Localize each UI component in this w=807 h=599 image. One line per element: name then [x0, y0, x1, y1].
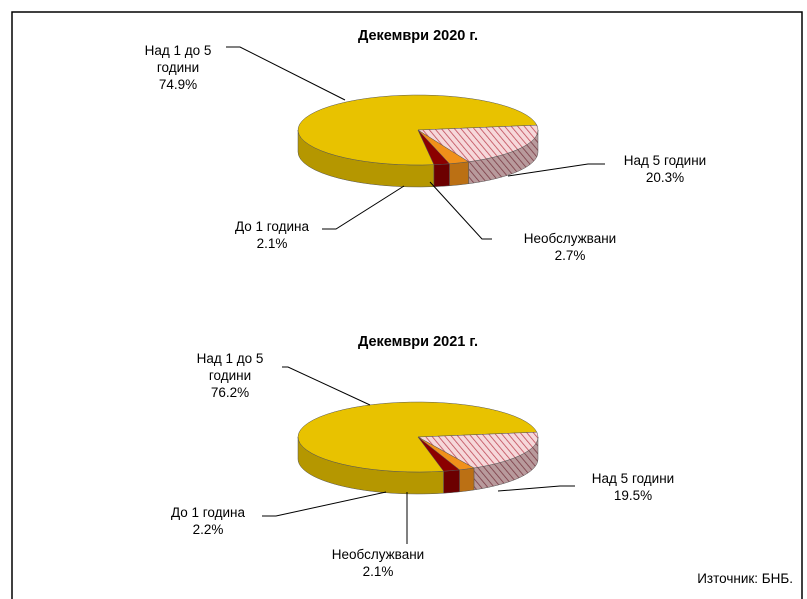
- category-label: До 1 година: [170, 505, 246, 520]
- chart-title: Декември 2020 г.: [357, 28, 479, 44]
- data-label: Необслужвани 2.7%: [505, 230, 635, 264]
- leader-line: [322, 185, 405, 230]
- value-label: 76.2%: [210, 385, 250, 400]
- slice: [417, 124, 539, 163]
- data-label: Над 5 години 19.5%: [568, 470, 698, 504]
- leader-line: [262, 491, 387, 517]
- value-label: 2.1%: [256, 236, 288, 251]
- slice: [297, 401, 538, 473]
- data-label: Над 1 до 5 години 76.2%: [180, 350, 280, 401]
- category-label: Необслужвани: [331, 547, 425, 562]
- data-label: Необслужвани 2.1%: [318, 546, 438, 580]
- leader-line: [497, 485, 575, 492]
- value-label: 74.9%: [158, 77, 198, 92]
- data-label: До 1 година 2.1%: [212, 218, 332, 252]
- value-label: 19.5%: [613, 488, 653, 503]
- value-label: 20.3%: [645, 170, 685, 185]
- value-label: 2.7%: [554, 248, 586, 263]
- chart-title: Декември 2021 г.: [357, 334, 479, 350]
- slice: [417, 431, 539, 469]
- slice: [297, 94, 538, 166]
- data-label: Над 1 до 5 години 74.9%: [128, 42, 228, 93]
- category-label: Необслужвани: [523, 231, 617, 246]
- slice-side: [449, 161, 469, 187]
- leader-line: [226, 46, 346, 101]
- source-note: Източник: БНБ.: [697, 571, 793, 586]
- slice-side: [433, 163, 450, 187]
- leader-line: [507, 163, 605, 177]
- leader-line: [282, 366, 371, 406]
- value-label: 2.2%: [192, 522, 224, 537]
- leader-line: [429, 181, 492, 240]
- data-label: Над 5 години 20.3%: [600, 152, 730, 186]
- slice: [417, 436, 461, 472]
- category-label: Над 1 до 5 години: [196, 351, 264, 383]
- data-label: До 1 година 2.2%: [148, 504, 268, 538]
- category-label: Над 5 години: [591, 471, 675, 486]
- category-label: Над 5 години: [623, 153, 707, 168]
- category-label: Над 1 до 5 години: [144, 43, 212, 75]
- value-label: 2.1%: [362, 564, 394, 579]
- slice: [417, 129, 450, 165]
- category-label: До 1 година: [234, 219, 310, 234]
- slice-side: [443, 469, 460, 494]
- slice-side: [459, 467, 475, 493]
- frame: [11, 11, 803, 599]
